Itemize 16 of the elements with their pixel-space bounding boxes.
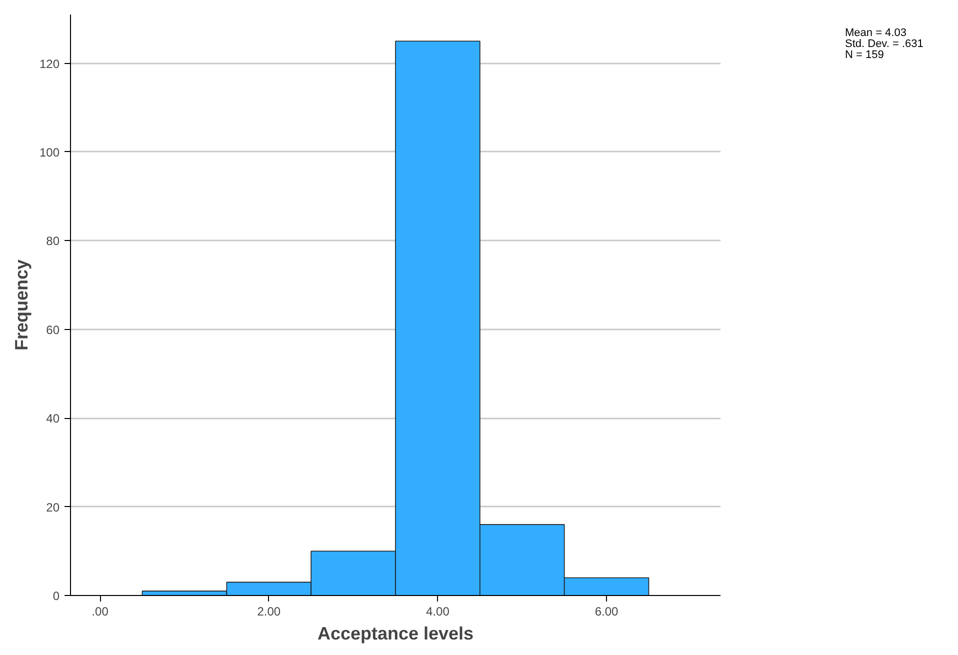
text: Std. Dev. = .631 [845,38,924,50]
text: Mean = 4.03 [845,27,906,39]
x-tick-label: .00 [92,604,109,618]
y-tick-label: 120 [39,56,60,71]
y-axis-title: Frequency [11,259,32,351]
y-tick-label: 40 [46,412,60,426]
x-tick-label: 4.00 [426,604,450,618]
x-axis-title: Acceptance levels [317,624,474,644]
y-tick-label: 20 [46,500,60,514]
x-tick-label: 6.00 [594,604,619,618]
y-tick-label: 60 [46,322,60,337]
x-tick-label: 2.00 [257,604,281,618]
y-tick-label: 0 [52,589,60,603]
y-tick-label: 100 [39,145,60,160]
y-tick-label: 80 [46,234,60,248]
text: N = 159 [845,49,884,61]
